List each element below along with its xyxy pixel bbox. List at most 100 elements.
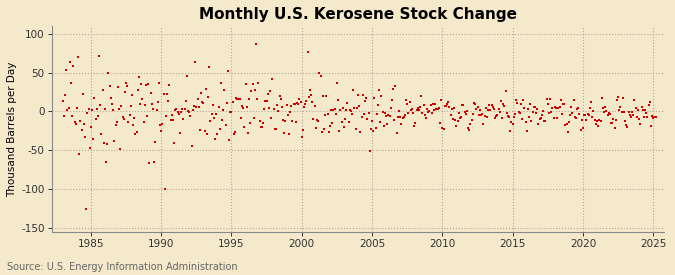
Point	[475, 108, 485, 112]
Point	[522, 107, 533, 111]
Point	[223, 69, 234, 73]
Point	[196, 91, 207, 96]
Point	[593, 123, 603, 128]
Point	[463, 126, 474, 131]
Point	[637, 108, 648, 112]
Point	[642, 115, 653, 119]
Point	[219, 87, 230, 92]
Point	[293, 101, 304, 106]
Point	[609, 126, 620, 130]
Point	[537, 112, 547, 117]
Point	[307, 100, 318, 104]
Point	[342, 101, 353, 105]
Point	[65, 81, 76, 85]
Point	[547, 106, 558, 110]
Point	[260, 99, 271, 103]
Point	[541, 97, 552, 101]
Point	[379, 124, 389, 128]
Point	[383, 112, 394, 117]
Point	[352, 105, 362, 110]
Point	[176, 110, 186, 114]
Point	[370, 125, 381, 130]
Point	[636, 105, 647, 109]
Point	[631, 115, 642, 119]
Point	[650, 115, 661, 120]
Point	[148, 107, 159, 112]
Point	[75, 119, 86, 124]
Point	[115, 147, 126, 151]
Point	[581, 117, 592, 122]
Point	[340, 117, 350, 121]
Point	[312, 118, 323, 122]
Point	[116, 104, 127, 108]
Point	[439, 104, 450, 108]
Point	[322, 111, 333, 116]
Point	[301, 99, 312, 103]
Point	[122, 83, 132, 88]
Point	[158, 92, 169, 97]
Point	[506, 120, 517, 124]
Point	[578, 126, 589, 130]
Point	[518, 98, 529, 102]
Point	[143, 82, 154, 86]
Point	[268, 107, 279, 111]
Point	[519, 106, 530, 110]
Point	[89, 96, 100, 100]
Point	[612, 98, 622, 102]
Point	[456, 115, 466, 119]
Point	[578, 113, 589, 117]
Point	[234, 96, 245, 101]
Point	[618, 95, 628, 100]
Point	[471, 106, 482, 111]
Point	[562, 130, 573, 134]
Point	[622, 125, 633, 129]
Point	[503, 114, 514, 118]
Point	[197, 100, 208, 104]
Point	[373, 103, 383, 108]
Point	[59, 114, 70, 119]
Point	[247, 82, 258, 86]
Point	[238, 106, 248, 110]
Point	[565, 112, 576, 117]
Point	[441, 104, 452, 108]
Point	[277, 105, 288, 109]
Point	[173, 111, 184, 116]
Point	[470, 102, 481, 106]
Point	[529, 104, 539, 109]
Point	[634, 117, 645, 122]
Point	[300, 102, 310, 106]
Point	[80, 135, 90, 139]
Point	[63, 106, 74, 110]
Point	[446, 107, 457, 111]
Point	[588, 108, 599, 113]
Point	[325, 108, 336, 112]
Point	[607, 120, 618, 125]
Point	[164, 83, 175, 87]
Point	[102, 141, 113, 146]
Point	[207, 103, 218, 107]
Point	[107, 102, 117, 106]
Point	[259, 107, 270, 112]
Point	[649, 115, 659, 119]
Point	[507, 122, 518, 127]
Point	[409, 124, 420, 128]
Point	[594, 118, 605, 122]
Point	[135, 102, 146, 106]
Point	[205, 118, 216, 123]
Point	[374, 88, 385, 92]
Point	[376, 94, 387, 99]
Point	[136, 82, 146, 86]
Point	[329, 106, 340, 111]
Point	[572, 106, 583, 111]
Point	[221, 101, 232, 105]
Point	[489, 107, 500, 111]
Point	[161, 92, 172, 96]
Point	[215, 126, 225, 131]
Point	[450, 117, 460, 122]
Point	[538, 109, 549, 113]
Point	[177, 107, 188, 112]
Point	[84, 146, 95, 150]
Point	[131, 130, 142, 134]
Point	[548, 116, 559, 120]
Point	[543, 102, 554, 107]
